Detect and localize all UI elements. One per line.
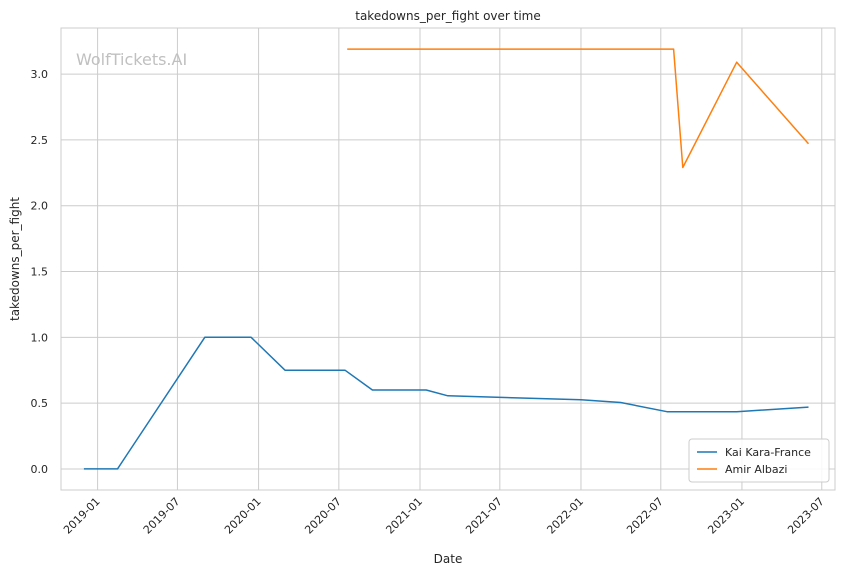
y-tick-label: 1.5	[31, 266, 49, 279]
y-tick-label: 3.0	[31, 68, 49, 81]
y-tick-label: 1.0	[31, 331, 49, 344]
chart-title: takedowns_per_fight over time	[355, 9, 541, 23]
watermark: WolfTickets.AI	[76, 50, 187, 69]
y-axis-label: takedowns_per_fight	[8, 197, 22, 321]
plot-frame	[60, 27, 836, 491]
legend-label: Kai Kara-France	[725, 446, 811, 459]
grid	[61, 28, 835, 490]
legend-box	[688, 438, 830, 483]
legend: Kai Kara-France Amir Albazi	[688, 438, 830, 483]
x-axis-label: Date	[434, 552, 463, 566]
series-layer	[83, 48, 810, 470]
y-tick-label: 2.5	[31, 134, 49, 147]
y-tick-label: 0.5	[31, 397, 49, 410]
y-tick-label: 2.0	[31, 200, 49, 213]
legend-label: Amir Albazi	[725, 463, 787, 476]
series-line	[83, 336, 809, 470]
series-line	[347, 48, 810, 169]
y-tick-label: 0.0	[31, 463, 49, 476]
